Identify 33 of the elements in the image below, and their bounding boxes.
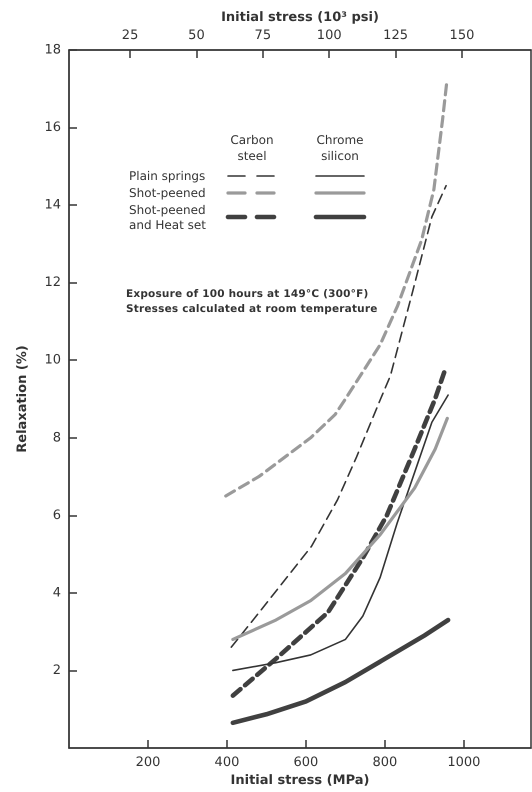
legend-label: Shot-peened: [128, 185, 207, 202]
legend-label: Shot-peened and Heat set: [128, 202, 208, 234]
line-series: [231, 416, 449, 642]
x2-tick-label: 150: [450, 28, 474, 43]
annotation: Chrome silicon: [315, 132, 365, 165]
annotation: Carbon steel: [229, 132, 275, 165]
y-tick-label: 16: [44, 120, 61, 136]
line-series: [232, 394, 449, 672]
y-tick-label: 18: [44, 42, 61, 58]
x-tick-label: 200: [136, 755, 160, 770]
y-tick-label: 4: [52, 585, 61, 600]
x2-tick-label: 125: [383, 28, 408, 43]
x2-axis-title: Initial stress (10³ psi): [221, 10, 379, 26]
y-tick-label: 8: [52, 430, 61, 446]
x-tick-label: 600: [294, 755, 318, 770]
x-tick-label: 400: [214, 755, 240, 770]
annotation: Stresses calculated at room temperature: [126, 302, 378, 317]
legend-label: Plain springs: [128, 168, 206, 185]
y-axis-title: Relaxation (%): [15, 345, 30, 453]
y-tick-label: 14: [44, 198, 61, 213]
x2-tick-label: 50: [188, 28, 205, 43]
x2-tick-label: 100: [316, 28, 342, 43]
y-tick-label: 6: [52, 508, 61, 523]
y-tick-label: 10: [44, 352, 61, 368]
annotation: Exposure of 100 hours at 149°C (300°F): [126, 287, 370, 302]
x2-tick-label: 75: [254, 28, 272, 43]
y-tick-label: 2: [52, 662, 61, 678]
y-tick-label: 12: [44, 275, 61, 290]
x2-tick-label: 25: [122, 28, 138, 43]
x-tick-label: 1000: [447, 755, 480, 770]
x-tick-label: 800: [372, 755, 398, 770]
line-series: [230, 618, 450, 726]
x-axis-title: Initial stress (MPa): [230, 773, 370, 788]
